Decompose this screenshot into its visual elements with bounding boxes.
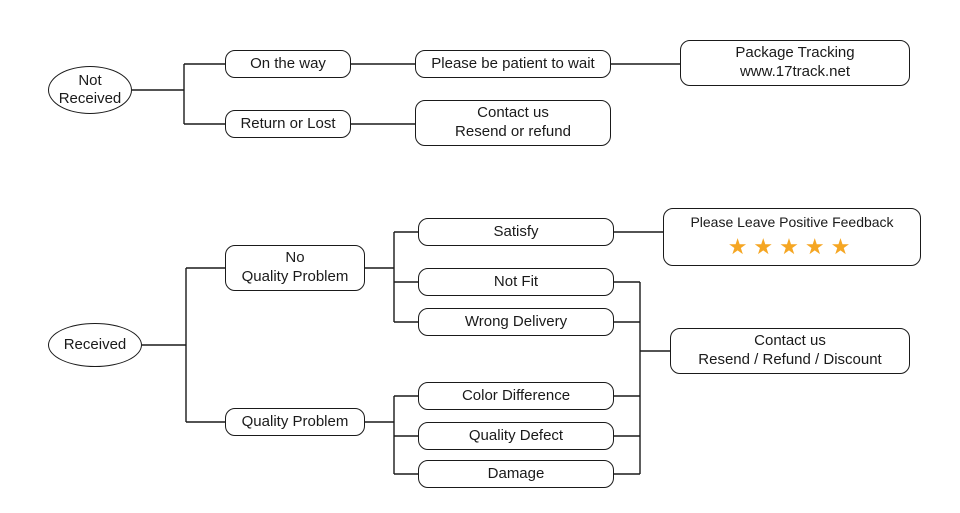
label: On the way [250, 55, 326, 74]
label: NoQuality Problem [242, 249, 349, 287]
label: Package Trackingwww.17track.net [735, 44, 854, 82]
node-damage: Damage [418, 460, 614, 488]
node-tracking: Package Trackingwww.17track.net [680, 40, 910, 86]
node-quality-problem: Quality Problem [225, 408, 365, 436]
node-no-quality-problem: NoQuality Problem [225, 245, 365, 291]
node-be-patient: Please be patient to wait [415, 50, 611, 78]
node-satisfy: Satisfy [418, 218, 614, 246]
node-received: Received [48, 323, 142, 367]
node-not-received: NotReceived [48, 66, 132, 114]
label: NotReceived [59, 72, 122, 108]
label: Satisfy [493, 223, 538, 242]
label: Color Difference [462, 387, 570, 406]
node-not-fit: Not Fit [418, 268, 614, 296]
node-on-the-way: On the way [225, 50, 351, 78]
label: Return or Lost [240, 115, 335, 134]
label: Not Fit [494, 273, 538, 292]
label: Contact usResend or refund [455, 104, 571, 142]
label: Contact usResend / Refund / Discount [698, 332, 881, 370]
node-quality-defect: Quality Defect [418, 422, 614, 450]
label: Please be patient to wait [431, 55, 594, 74]
node-contact-resend-refund: Contact usResend or refund [415, 100, 611, 146]
star-rating-icon: ★★★★★ [728, 233, 857, 261]
label: Quality Defect [469, 427, 563, 446]
node-color-difference: Color Difference [418, 382, 614, 410]
node-return-or-lost: Return or Lost [225, 110, 351, 138]
label: Damage [488, 465, 545, 484]
node-wrong-delivery: Wrong Delivery [418, 308, 614, 336]
label: Wrong Delivery [465, 313, 567, 332]
label: Quality Problem [242, 413, 349, 432]
label: Received [64, 336, 127, 354]
node-contact-rrd: Contact usResend / Refund / Discount [670, 328, 910, 374]
node-positive-feedback: Please Leave Positive Feedback ★★★★★ [663, 208, 921, 266]
label: Please Leave Positive Feedback [690, 214, 893, 232]
